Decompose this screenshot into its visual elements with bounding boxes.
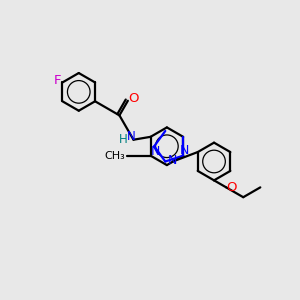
Text: O: O	[226, 181, 236, 194]
Text: CH₃: CH₃	[104, 151, 125, 161]
Text: O: O	[128, 92, 139, 105]
Text: F: F	[54, 74, 61, 87]
Text: N: N	[179, 144, 189, 157]
Text: N: N	[150, 145, 160, 158]
Text: N: N	[127, 130, 136, 143]
Text: H: H	[118, 133, 127, 146]
Text: N: N	[168, 154, 178, 167]
